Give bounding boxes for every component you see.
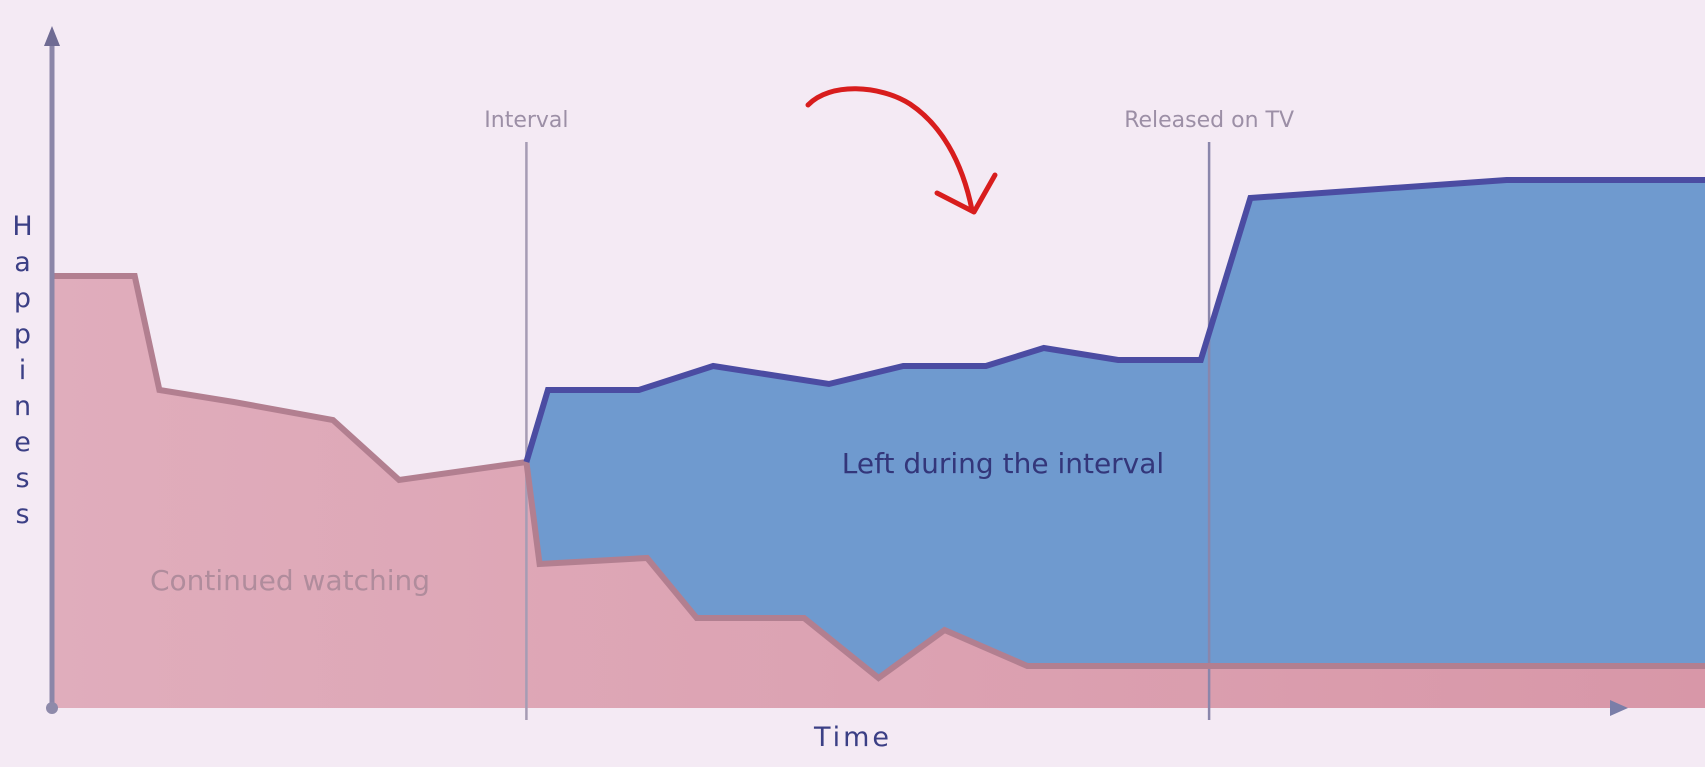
y-axis-arrowhead xyxy=(44,26,60,46)
y-axis-label-char: n xyxy=(14,391,34,422)
x-axis-arrowhead xyxy=(1610,700,1628,716)
marker-label-interval: Interval xyxy=(484,108,568,133)
curved-arrow-annotation xyxy=(805,86,998,215)
marker-label-released-on-tv: Released on TV xyxy=(1124,108,1294,133)
y-axis-label-char: i xyxy=(19,355,30,386)
area-label-left-during-interval: Left during the interval xyxy=(842,447,1164,480)
series-line-left-during-interval xyxy=(523,177,1705,463)
y-axis-label-char: a xyxy=(14,247,34,278)
y-axis-label-char: p xyxy=(14,283,34,314)
area-label-continued-watching: Continued watching xyxy=(150,564,430,597)
y-axis-label-char: s xyxy=(15,499,32,530)
y-axis-label-char: p xyxy=(14,319,34,350)
series-area-continued-watching xyxy=(52,276,1705,708)
axis-origin-dot xyxy=(46,702,58,714)
y-axis-label-char: s xyxy=(15,463,32,494)
series-line-continued-watching xyxy=(52,273,1705,682)
series-area-left-during-interval xyxy=(526,180,1705,678)
y-axis-label-char: H xyxy=(12,211,35,242)
x-axis-label: Time xyxy=(813,722,892,753)
y-axis-label-char: e xyxy=(14,427,34,458)
